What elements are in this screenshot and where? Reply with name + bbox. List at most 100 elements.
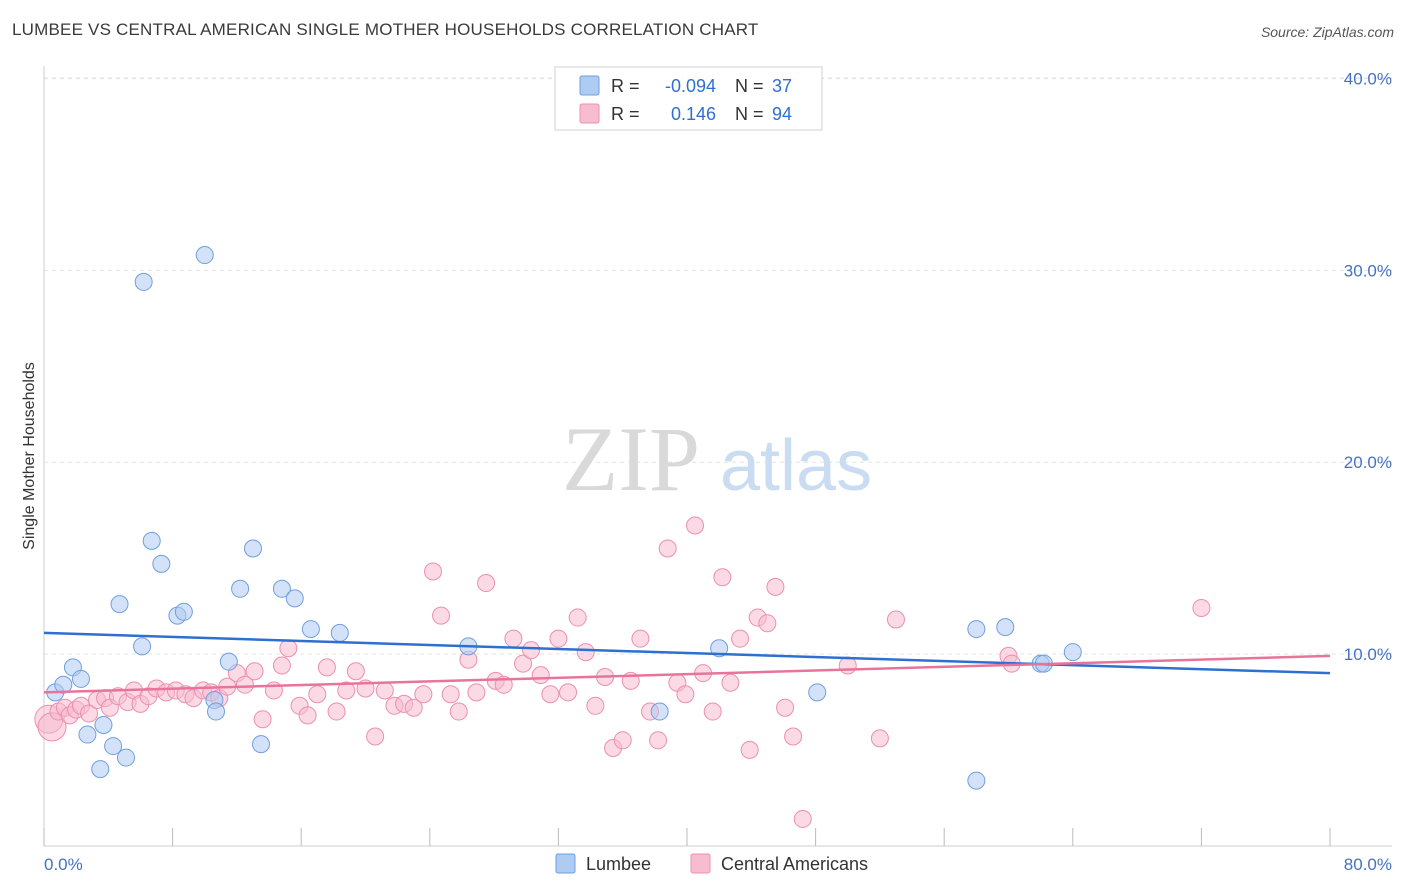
legend-r-label: R =: [611, 104, 640, 124]
trend-line-lumbee: [43, 631, 1331, 675]
point-central-americans: [317, 658, 336, 677]
point-central-americans: [477, 574, 496, 593]
point-central-americans: [432, 606, 451, 625]
point-lumbee: [967, 771, 986, 790]
y-tick-label: 10.0%: [1344, 645, 1392, 664]
point-lumbee: [243, 539, 262, 558]
y-axis-label: Single Mother Households: [21, 362, 38, 550]
point-central-americans: [346, 662, 365, 681]
point-central-americans: [441, 685, 460, 704]
bottom-legend-swatch-central: [690, 853, 711, 874]
legend-r-value-central: 0.146: [671, 104, 716, 124]
series-lumbee: [46, 246, 1082, 790]
point-lumbee: [996, 618, 1015, 637]
legend-n-label: N =: [735, 104, 764, 124]
x-tick-label-min: 0.0%: [44, 855, 83, 874]
point-lumbee: [94, 715, 113, 734]
source-label: Source: ZipAtlas.com: [1260, 24, 1394, 40]
point-lumbee: [272, 579, 291, 598]
legend-box: R = -0.094 N = 37 R = 0.146 N = 94: [554, 66, 823, 131]
chart-title: LUMBEE VS CENTRAL AMERICAN SINGLE MOTHER…: [12, 20, 759, 39]
legend-n-value-central: 94: [772, 104, 792, 124]
point-lumbee: [71, 669, 90, 688]
point-central-americans: [740, 740, 759, 759]
bottom-legend-swatch-lumbee: [555, 853, 576, 874]
point-central-americans: [504, 629, 523, 648]
point-central-americans: [235, 675, 254, 694]
point-central-americans: [776, 698, 795, 717]
legend-r-label: R =: [611, 76, 640, 96]
point-lumbee: [808, 683, 827, 702]
trend-line-central-americans: [43, 654, 1331, 694]
point-central-americans: [308, 685, 327, 704]
point-central-americans: [658, 539, 677, 558]
point-central-americans: [703, 702, 722, 721]
point-central-americans: [784, 727, 803, 746]
point-lumbee: [285, 589, 304, 608]
point-central-americans: [793, 809, 812, 828]
point-lumbee: [133, 637, 152, 656]
point-central-americans: [713, 568, 732, 587]
legend-n-value-lumbee: 37: [772, 76, 792, 96]
point-central-americans: [886, 610, 905, 629]
legend-n-label: N =: [735, 76, 764, 96]
point-central-americans: [366, 727, 385, 746]
point-central-americans: [576, 643, 595, 662]
point-central-americans: [337, 681, 356, 700]
point-lumbee: [301, 620, 320, 639]
point-central-americans: [586, 696, 605, 715]
point-central-americans: [522, 641, 541, 660]
point-central-americans: [766, 577, 785, 596]
point-central-americans: [279, 639, 298, 658]
point-lumbee: [710, 639, 729, 658]
point-central-americans: [559, 683, 578, 702]
point-central-americans: [649, 731, 668, 750]
point-central-americans: [838, 656, 857, 675]
point-central-americans: [467, 683, 486, 702]
point-lumbee: [967, 620, 986, 639]
point-central-americans: [631, 629, 650, 648]
point-lumbee: [219, 652, 238, 671]
point-central-americans: [404, 698, 423, 717]
watermark-atlas: atlas: [720, 426, 872, 506]
y-tick-labels: 10.0% 20.0% 30.0% 40.0%: [1344, 70, 1392, 664]
point-central-americans: [531, 666, 550, 685]
point-lumbee: [330, 623, 349, 642]
point-lumbee: [91, 760, 110, 779]
point-lumbee: [152, 554, 171, 573]
point-lumbee: [207, 702, 226, 721]
point-lumbee: [110, 595, 129, 614]
point-lumbee: [116, 748, 135, 767]
bottom-legend-central: Central Americans: [721, 854, 868, 874]
point-central-americans: [80, 704, 99, 723]
watermark: ZIP atlas: [562, 408, 872, 510]
bottom-legend-lumbee: Lumbee: [586, 854, 651, 874]
point-central-americans: [272, 656, 291, 675]
point-lumbee: [104, 737, 123, 756]
gridlines: [44, 77, 1392, 655]
axes: [43, 66, 1392, 847]
point-central-americans: [731, 629, 750, 648]
point-central-americans: [514, 654, 533, 673]
point-lumbee: [650, 702, 669, 721]
series-central-americans: [34, 516, 1211, 828]
point-lumbee: [195, 246, 214, 265]
point-central-americans: [721, 673, 740, 692]
point-central-americans: [613, 731, 632, 750]
point-central-americans: [253, 710, 272, 729]
y-tick-label: 40.0%: [1344, 70, 1392, 89]
point-lumbee: [252, 735, 271, 754]
point-lumbee: [174, 602, 193, 621]
point-lumbee: [78, 725, 97, 744]
watermark-zip: ZIP: [562, 408, 700, 510]
point-central-americans: [568, 608, 587, 627]
bottom-legend: Lumbee Central Americans: [555, 853, 868, 874]
x-tick-label-max: 80.0%: [1344, 855, 1392, 874]
point-lumbee: [142, 531, 161, 550]
legend-swatch-lumbee: [579, 75, 600, 96]
point-lumbee: [54, 675, 73, 694]
point-lumbee: [134, 272, 153, 291]
legend-r-value-lumbee: -0.094: [665, 76, 716, 96]
point-central-americans: [327, 702, 346, 721]
